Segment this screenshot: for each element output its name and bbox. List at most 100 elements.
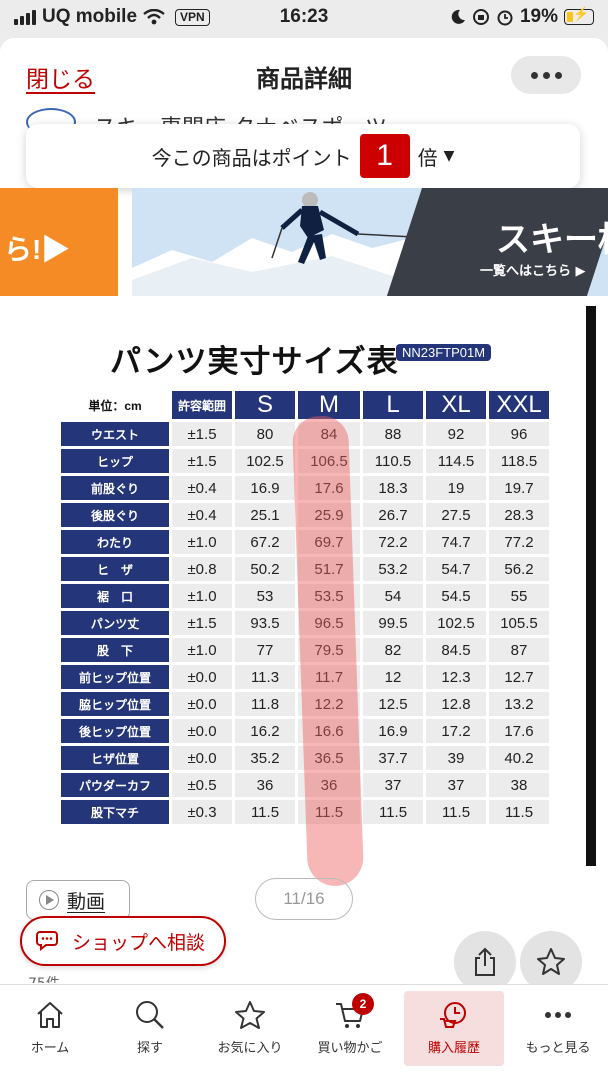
size-value-cell: 17.6	[298, 476, 360, 500]
share-button[interactable]	[454, 931, 516, 993]
bottom-tab-bar: ホーム 探す お気に入り 2 買い物かご 購入履歴 もっと見る	[0, 984, 608, 1080]
measurement-label: 股下マチ	[61, 800, 169, 824]
measurement-label: 後ヒップ位置	[61, 719, 169, 743]
tab-home-label: ホーム	[30, 1041, 70, 1056]
home-icon	[37, 1002, 63, 1028]
size-table-row: ヒップ ±1.5 102.5 106.5 110.5 114.5 118.5	[61, 449, 549, 473]
size-header-row: 単位：cm 許容範囲 S M L XL XXL	[61, 391, 549, 419]
tab-more[interactable]: もっと見る	[508, 985, 608, 1080]
tab-purchase-history[interactable]: 購入履歴	[404, 991, 504, 1066]
measurement-label: ヒ ザ	[61, 557, 169, 581]
more-icon	[545, 1012, 571, 1018]
tab-search[interactable]: 探す	[100, 985, 200, 1080]
size-value-cell: 12.8	[426, 692, 486, 716]
size-value-cell: 38	[489, 773, 549, 797]
size-value-cell: 36	[298, 773, 360, 797]
tolerance-header: 許容範囲	[172, 391, 232, 419]
tab-home[interactable]: ホーム	[0, 985, 100, 1080]
tolerance-cell: ±0.4	[172, 503, 232, 527]
size-value-cell: 12	[363, 665, 423, 689]
size-value-cell: 96.5	[298, 611, 360, 635]
model-code-badge: NN23FTP01M	[396, 344, 492, 361]
size-value-cell: 11.5	[298, 800, 360, 824]
size-value-cell: 27.5	[426, 503, 486, 527]
tab-cart[interactable]: 2 買い物かご	[300, 985, 400, 1080]
size-value-cell: 25.1	[235, 503, 295, 527]
size-value-cell: 11.5	[489, 800, 549, 824]
size-value-cell: 51.7	[298, 557, 360, 581]
size-value-cell: 77	[235, 638, 295, 662]
chat-icon	[36, 931, 58, 952]
size-value-cell: 11.7	[298, 665, 360, 689]
size-header-l: L	[363, 391, 423, 419]
point-banner[interactable]: 今この商品はポイント 1 倍 ▼	[26, 124, 580, 188]
point-prefix: 今この商品はポイント	[151, 145, 352, 170]
size-value-cell: 54	[363, 584, 423, 608]
size-header-s: S	[235, 391, 295, 419]
close-button[interactable]: 閉じる	[26, 67, 95, 93]
favorite-button[interactable]	[520, 931, 582, 993]
caret-down-icon: ▼	[443, 148, 455, 164]
rotation-lock-icon	[472, 9, 489, 25]
size-header-m: M	[298, 391, 360, 419]
size-value-cell: 55	[489, 584, 549, 608]
size-table-row: ウエスト ±1.5 80 84 88 92 96	[61, 422, 549, 446]
review-count-clipped: 75件	[28, 973, 60, 983]
history-icon	[440, 1002, 466, 1028]
size-value-cell: 99.5	[363, 611, 423, 635]
size-table-row: ヒ ザ ±0.8 50.2 51.7 53.2 54.7 56.2	[61, 557, 549, 581]
size-value-cell: 11.8	[235, 692, 295, 716]
size-value-cell: 17.6	[489, 719, 549, 743]
play-icon	[39, 890, 59, 910]
promo-banner-left-text: ら!▶	[4, 234, 70, 265]
product-detail-sheet: 閉じる 商品詳細 スキー専門店 タナベスポーツ 今この商品はポイント 1 倍 ▼…	[0, 38, 608, 1080]
size-value-cell: 12.2	[298, 692, 360, 716]
tolerance-cell: ±1.5	[172, 422, 232, 446]
more-options-button[interactable]	[511, 56, 581, 94]
size-value-cell: 53.2	[363, 557, 423, 581]
tab-favorites-label: お気に入り	[217, 1041, 283, 1056]
vpn-badge: VPN	[175, 8, 210, 26]
size-value-cell: 56.2	[489, 557, 549, 581]
size-value-cell: 69.7	[298, 530, 360, 554]
video-button[interactable]: 動画	[26, 880, 130, 920]
size-chart-title: パンツ実寸サイズ表	[110, 344, 399, 380]
size-table-row: 後股ぐり ±0.4 25.1 25.9 26.7 27.5 28.3	[61, 503, 549, 527]
promo-banner-left[interactable]: ら!▶	[0, 188, 118, 296]
tolerance-cell: ±0.0	[172, 692, 232, 716]
next-image-edge	[586, 306, 596, 866]
size-value-cell: 88	[363, 422, 423, 446]
size-value-cell: 16.2	[235, 719, 295, 743]
size-value-cell: 53	[235, 584, 295, 608]
size-value-cell: 36.5	[298, 746, 360, 770]
size-table-row: 脇ヒップ位置 ±0.0 11.8 12.2 12.5 12.8 13.2	[61, 692, 549, 716]
size-value-cell: 12.5	[363, 692, 423, 716]
size-value-cell: 84.5	[426, 638, 486, 662]
size-value-cell: 37	[426, 773, 486, 797]
tolerance-cell: ±0.0	[172, 665, 232, 689]
star-icon	[537, 948, 565, 975]
measurement-label: 股 下	[61, 638, 169, 662]
size-value-cell: 114.5	[426, 449, 486, 473]
size-value-cell: 92	[426, 422, 486, 446]
size-value-cell: 118.5	[489, 449, 549, 473]
size-value-cell: 39	[426, 746, 486, 770]
consult-shop-button[interactable]: ショップへ相談	[20, 916, 226, 966]
tab-favorites[interactable]: お気に入り	[200, 985, 300, 1080]
size-chart-image[interactable]: パンツ実寸サイズ表 NN23FTP01M 単位：cm 許容範囲 S M L XL…	[16, 306, 596, 887]
size-value-cell: 37.7	[363, 746, 423, 770]
size-value-cell: 93.5	[235, 611, 295, 635]
battery-icon: ⚡	[564, 6, 594, 25]
size-value-cell: 96	[489, 422, 549, 446]
measurement-label: パンツ丈	[61, 611, 169, 635]
size-value-cell: 16.6	[298, 719, 360, 743]
unit-label: 単位：cm	[61, 391, 169, 419]
page-title: 商品詳細	[256, 65, 352, 93]
size-value-cell: 19.7	[489, 476, 549, 500]
alarm-icon	[497, 10, 513, 26]
star-icon	[235, 1001, 265, 1029]
measurement-label: 前ヒップ位置	[61, 665, 169, 689]
size-value-cell: 87	[489, 638, 549, 662]
ski-banner[interactable]: スキー枚 一覧へはこちら ▶	[132, 188, 608, 296]
tab-search-label: 探す	[136, 1041, 163, 1056]
